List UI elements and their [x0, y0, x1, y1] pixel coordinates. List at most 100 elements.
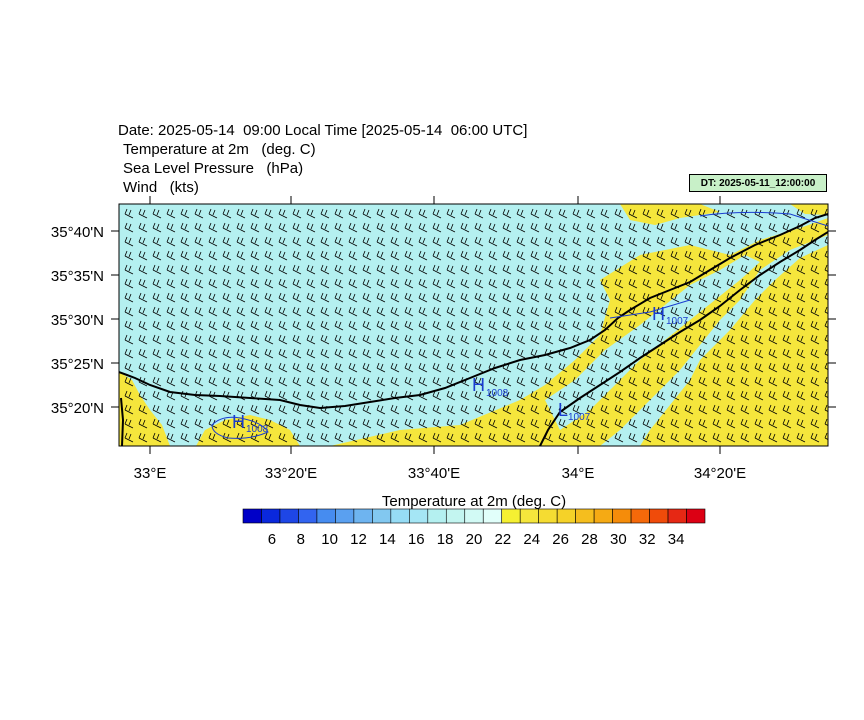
- wind-barb: [348, 376, 358, 387]
- wind-barb: [600, 348, 610, 359]
- wind-barb: [432, 404, 442, 415]
- wind-barb: [656, 320, 666, 331]
- wind-barb: [656, 390, 666, 401]
- wind-barb: [754, 320, 764, 331]
- wind-barb: [432, 222, 442, 233]
- wind-barb: [222, 418, 232, 429]
- wind-barb: [418, 404, 428, 415]
- wind-barb: [236, 320, 246, 331]
- wind-barb: [320, 376, 330, 387]
- wind-barb: [572, 222, 582, 233]
- wind-barb: [726, 222, 736, 233]
- wind-barb: [810, 404, 820, 415]
- wind-barb: [726, 320, 736, 331]
- wind-barb: [516, 376, 526, 387]
- wind-barb: [586, 208, 596, 219]
- wind-barb: [432, 432, 442, 443]
- wind-barb: [474, 236, 484, 247]
- wind-barb: [124, 208, 134, 219]
- wind-barb: [474, 264, 484, 275]
- wind-barb: [614, 278, 624, 289]
- wind-barb: [656, 376, 666, 387]
- wind-barb: [376, 222, 386, 233]
- wind-barb: [698, 250, 708, 261]
- colorbar-swatch: [445, 508, 466, 524]
- wind-barb: [698, 376, 708, 387]
- wind-barb: [292, 376, 302, 387]
- wind-barb: [138, 222, 148, 233]
- wind-barb: [488, 306, 498, 317]
- wind-barb: [782, 236, 792, 247]
- colorbar-tick-label: 6: [268, 531, 276, 548]
- wind-barb: [754, 334, 764, 345]
- colorbar-tick-label: 10: [321, 531, 338, 548]
- wind-barb: [124, 418, 134, 429]
- wind-barb: [628, 376, 638, 387]
- map-title-wind: Wind (kts): [123, 179, 199, 196]
- wind-barb: [124, 348, 134, 359]
- wind-barb: [292, 418, 302, 429]
- wind-barb: [558, 376, 568, 387]
- wind-barb: [782, 390, 792, 401]
- wind-barb: [348, 250, 358, 261]
- wind-barb: [432, 418, 442, 429]
- wind-barb: [390, 292, 400, 303]
- wind-barb: [684, 250, 694, 261]
- wind-barb: [390, 432, 400, 443]
- wind-barb: [404, 278, 414, 289]
- wind-barb: [138, 334, 148, 345]
- wind-barb: [390, 348, 400, 359]
- wind-barb: [768, 306, 778, 317]
- colorbar-tick-label: 16: [408, 531, 425, 548]
- wind-barb: [656, 250, 666, 261]
- wind-barb: [474, 404, 484, 415]
- wind-barb: [796, 236, 806, 247]
- wind-barb: [362, 418, 372, 429]
- wind-barb: [628, 390, 638, 401]
- wind-barb: [376, 348, 386, 359]
- wind-barb: [334, 418, 344, 429]
- wind-barb: [208, 208, 218, 219]
- wind-barb: [810, 264, 820, 275]
- wind-barb: [348, 432, 358, 443]
- wind-barb: [404, 292, 414, 303]
- wind-barb: [236, 348, 246, 359]
- wind-barb: [334, 334, 344, 345]
- map-title-temperature: Temperature at 2m (deg. C): [123, 141, 316, 158]
- wind-barb: [712, 278, 722, 289]
- wind-barb: [488, 376, 498, 387]
- wind-barb: [544, 404, 554, 415]
- wind-barb: [334, 320, 344, 331]
- wind-barb: [796, 418, 806, 429]
- colorbar-swatch: [353, 508, 373, 524]
- wind-barb: [236, 236, 246, 247]
- pressure-center-h-mid: H 1008: [472, 375, 509, 399]
- wind-barb: [236, 278, 246, 289]
- wind-barb: [166, 348, 176, 359]
- wind-barb: [460, 306, 470, 317]
- wind-barb: [124, 334, 134, 345]
- wind-barb: [502, 292, 512, 303]
- wind-barb: [404, 320, 414, 331]
- wind-barb: [460, 292, 470, 303]
- wind-barb: [292, 292, 302, 303]
- wind-barb: [404, 376, 414, 387]
- pressure-letter: H: [232, 412, 245, 432]
- wind-barb: [138, 306, 148, 317]
- wind-barb: [572, 404, 582, 415]
- wind-barb: [348, 362, 358, 373]
- wind-barb: [670, 362, 680, 373]
- wind-barb: [628, 320, 638, 331]
- wind-barb: [278, 222, 288, 233]
- west-coast: [120, 397, 125, 446]
- wind-barb: [768, 334, 778, 345]
- wind-barb: [418, 222, 428, 233]
- wind-barb: [628, 222, 638, 233]
- wind-barb: [362, 292, 372, 303]
- colorbar-swatch: [242, 508, 262, 524]
- wind-barb: [824, 306, 828, 314]
- wind-barb: [600, 362, 610, 373]
- wind-barb: [628, 236, 638, 247]
- wind-barb: [320, 264, 330, 275]
- wind-barb: [376, 418, 386, 429]
